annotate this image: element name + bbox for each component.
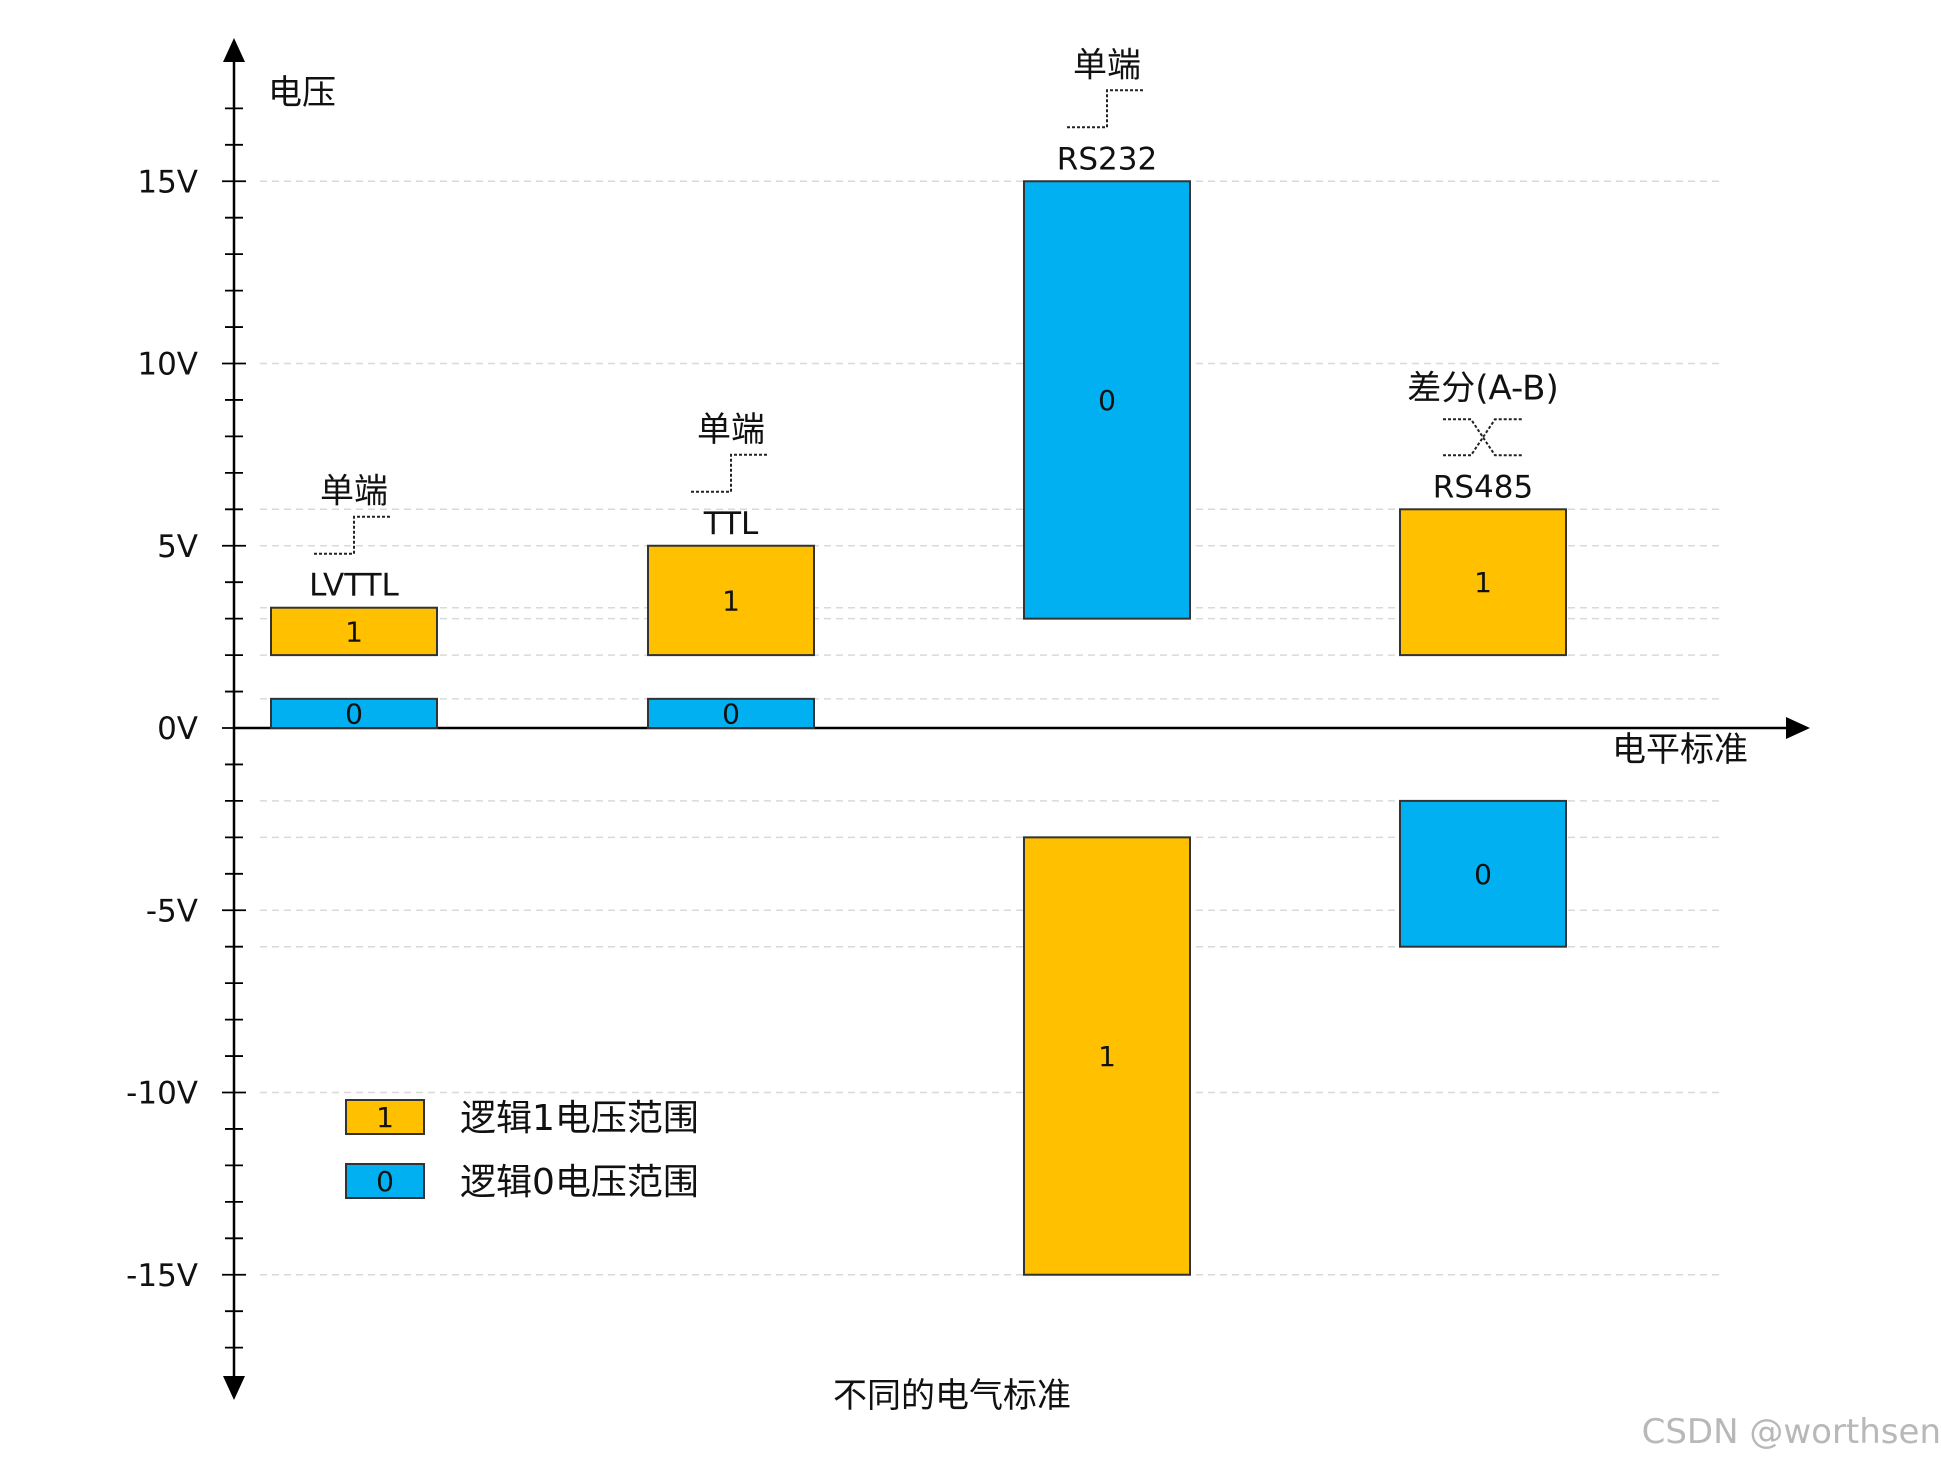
signal-type-label: 差分(A-B): [1407, 368, 1558, 408]
y-tick-label: 15V: [137, 164, 198, 200]
logic0-range-bar: [1023, 180, 1191, 620]
legend-key-label: 1: [376, 1101, 394, 1134]
bar-logic-label: 1: [345, 615, 363, 648]
bar-logic-label: 1: [1474, 566, 1492, 599]
standard-annotations: LVTTL 单端 TTL 单端 RS232 单端 RS485 差分(A-B): [309, 45, 1559, 603]
watermark: CSDN @worthsen: [1642, 1412, 1941, 1452]
y-tick-label: 5V: [157, 529, 198, 565]
standard-name: RS232: [1057, 141, 1157, 177]
y-tick-label: -5V: [146, 893, 198, 929]
bar-logic-label: 0: [722, 697, 740, 730]
logic0-range-bar: [647, 697, 815, 730]
standard-name: TTL: [703, 506, 759, 542]
y-axis-title: 电压: [268, 73, 336, 113]
y-axis-arrow-up: [223, 38, 245, 62]
axes: 15V 10V 5V 0V -5V -10V -15V: [126, 38, 1810, 1400]
x-axis-arrow: [1786, 717, 1810, 739]
signal-type-label: 单端: [1073, 45, 1141, 85]
single-ended-signal-icon: [314, 515, 392, 555]
logic1-range-bar: [1399, 508, 1567, 657]
legend-key-label: 0: [376, 1165, 394, 1198]
bar-logic-label: 1: [722, 584, 740, 617]
standard-name: LVTTL: [309, 568, 399, 604]
logic1-range-bar: [1023, 836, 1191, 1276]
standard-name: RS485: [1433, 469, 1533, 505]
y-tick-label: 0V: [157, 711, 198, 747]
single-ended-signal-icon: [691, 453, 769, 493]
y-axis-arrow-down: [223, 1376, 245, 1400]
logic1-range-bar: [270, 606, 438, 657]
legend-swatch: [345, 1099, 425, 1135]
y-tick-label: -10V: [126, 1076, 198, 1112]
bar-logic-label: 0: [1474, 858, 1492, 891]
legend: 1 逻辑1电压范围 0 逻辑0电压范围: [345, 1098, 699, 1203]
bar-logic-label: 0: [1098, 384, 1116, 417]
logic0-range-bar: [270, 697, 438, 730]
signal-type-label: 单端: [697, 410, 765, 450]
x-axis-title: 电平标准: [1612, 730, 1748, 770]
differential-signal-icon: [1443, 418, 1523, 457]
y-tick-label: 10V: [137, 347, 198, 383]
legend-swatch: [345, 1163, 425, 1199]
bar-logic-label: 0: [345, 697, 363, 730]
logic0-range-bar: [1399, 799, 1567, 948]
chart-caption: 不同的电气标准: [833, 1376, 1071, 1416]
bars: 1 0 1 0 0 1 1 0: [270, 180, 1567, 1276]
legend-entry-label: 逻辑0电压范围: [460, 1162, 699, 1203]
legend-entry-label: 逻辑1电压范围: [460, 1098, 699, 1139]
signal-type-label: 单端: [320, 472, 388, 512]
differential-signal-icon: [1443, 418, 1523, 457]
y-tick-label: -15V: [126, 1258, 198, 1294]
logic1-range-bar: [647, 544, 815, 657]
single-ended-signal-icon: [1067, 89, 1145, 129]
bar-logic-label: 1: [1098, 1040, 1116, 1073]
